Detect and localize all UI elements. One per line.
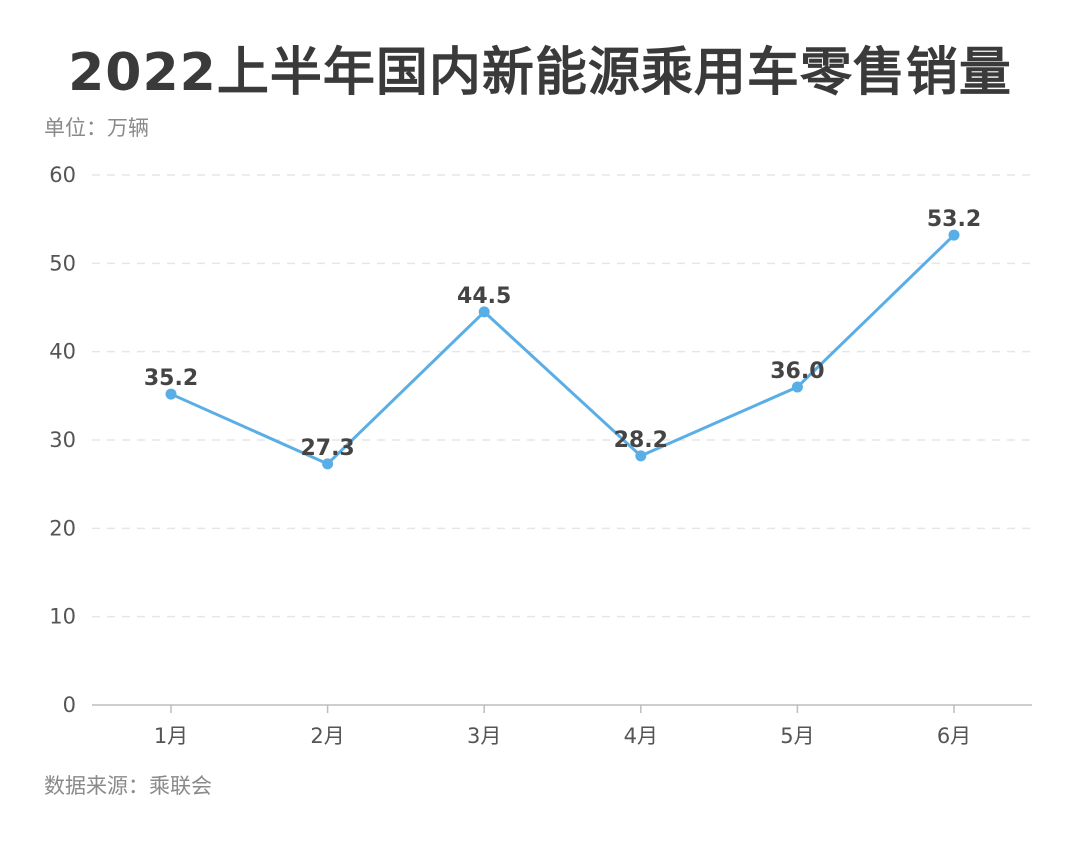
y-tick-label-3: 30 <box>49 428 76 452</box>
series-line <box>170 233 956 466</box>
data-point-1 <box>322 458 334 470</box>
unit-label: 单位：万辆 <box>44 116 149 140</box>
data-label-0: 35.2 <box>144 366 198 391</box>
data-points <box>165 229 960 470</box>
series-polyline <box>170 233 956 466</box>
x-tick-label-1: 2月 <box>310 724 344 748</box>
data-label-5: 53.2 <box>927 207 981 232</box>
y-tick-label-5: 50 <box>49 251 76 275</box>
data-point-3 <box>635 450 647 462</box>
data-point-0 <box>165 388 177 400</box>
y-tick-label-4: 40 <box>49 340 76 364</box>
x-tick-label-0: 1月 <box>154 724 188 748</box>
x-tick-label-3: 4月 <box>624 724 658 748</box>
y-axis-ticks: 0 10 20 30 40 50 60 <box>49 163 76 717</box>
data-point-2 <box>478 306 490 318</box>
x-tick-label-4: 5月 <box>780 724 814 748</box>
data-point-5 <box>948 229 960 241</box>
x-axis: 1月 2月 3月 4月 5月 6月 <box>92 704 1032 748</box>
chart-title: 2022上半年国内新能源乘用车零售销量 <box>68 43 1012 103</box>
y-tick-label-1: 10 <box>49 605 76 629</box>
data-label-3: 28.2 <box>614 428 668 453</box>
y-tick-label-6: 60 <box>49 163 76 187</box>
data-label-1: 27.3 <box>300 436 354 461</box>
y-tick-label-2: 20 <box>49 516 76 540</box>
x-tick-label-5: 6月 <box>937 724 971 748</box>
source-note: 数据来源：乘联会 <box>44 774 212 798</box>
y-tick-label-0: 0 <box>63 693 76 717</box>
data-labels: 35.2 27.3 44.5 28.2 36.0 53.2 <box>144 207 981 461</box>
gridlines <box>92 174 1032 618</box>
data-label-4: 36.0 <box>770 359 824 384</box>
data-label-2: 44.5 <box>457 284 511 309</box>
data-point-4 <box>791 381 803 393</box>
x-tick-label-2: 3月 <box>467 724 501 748</box>
